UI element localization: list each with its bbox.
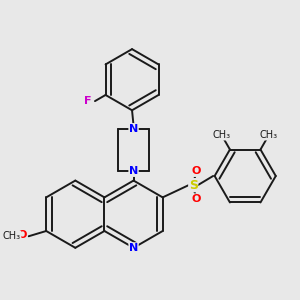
Text: N: N [129, 167, 138, 176]
Text: CH₃: CH₃ [260, 130, 278, 140]
Text: CH₃: CH₃ [3, 231, 21, 241]
Text: F: F [84, 96, 92, 106]
Text: N: N [129, 243, 138, 253]
Text: O: O [192, 167, 201, 176]
Text: O: O [192, 194, 201, 204]
Text: CH₃: CH₃ [212, 130, 231, 140]
Text: O: O [18, 230, 27, 240]
Text: S: S [189, 178, 198, 192]
Text: N: N [129, 124, 138, 134]
